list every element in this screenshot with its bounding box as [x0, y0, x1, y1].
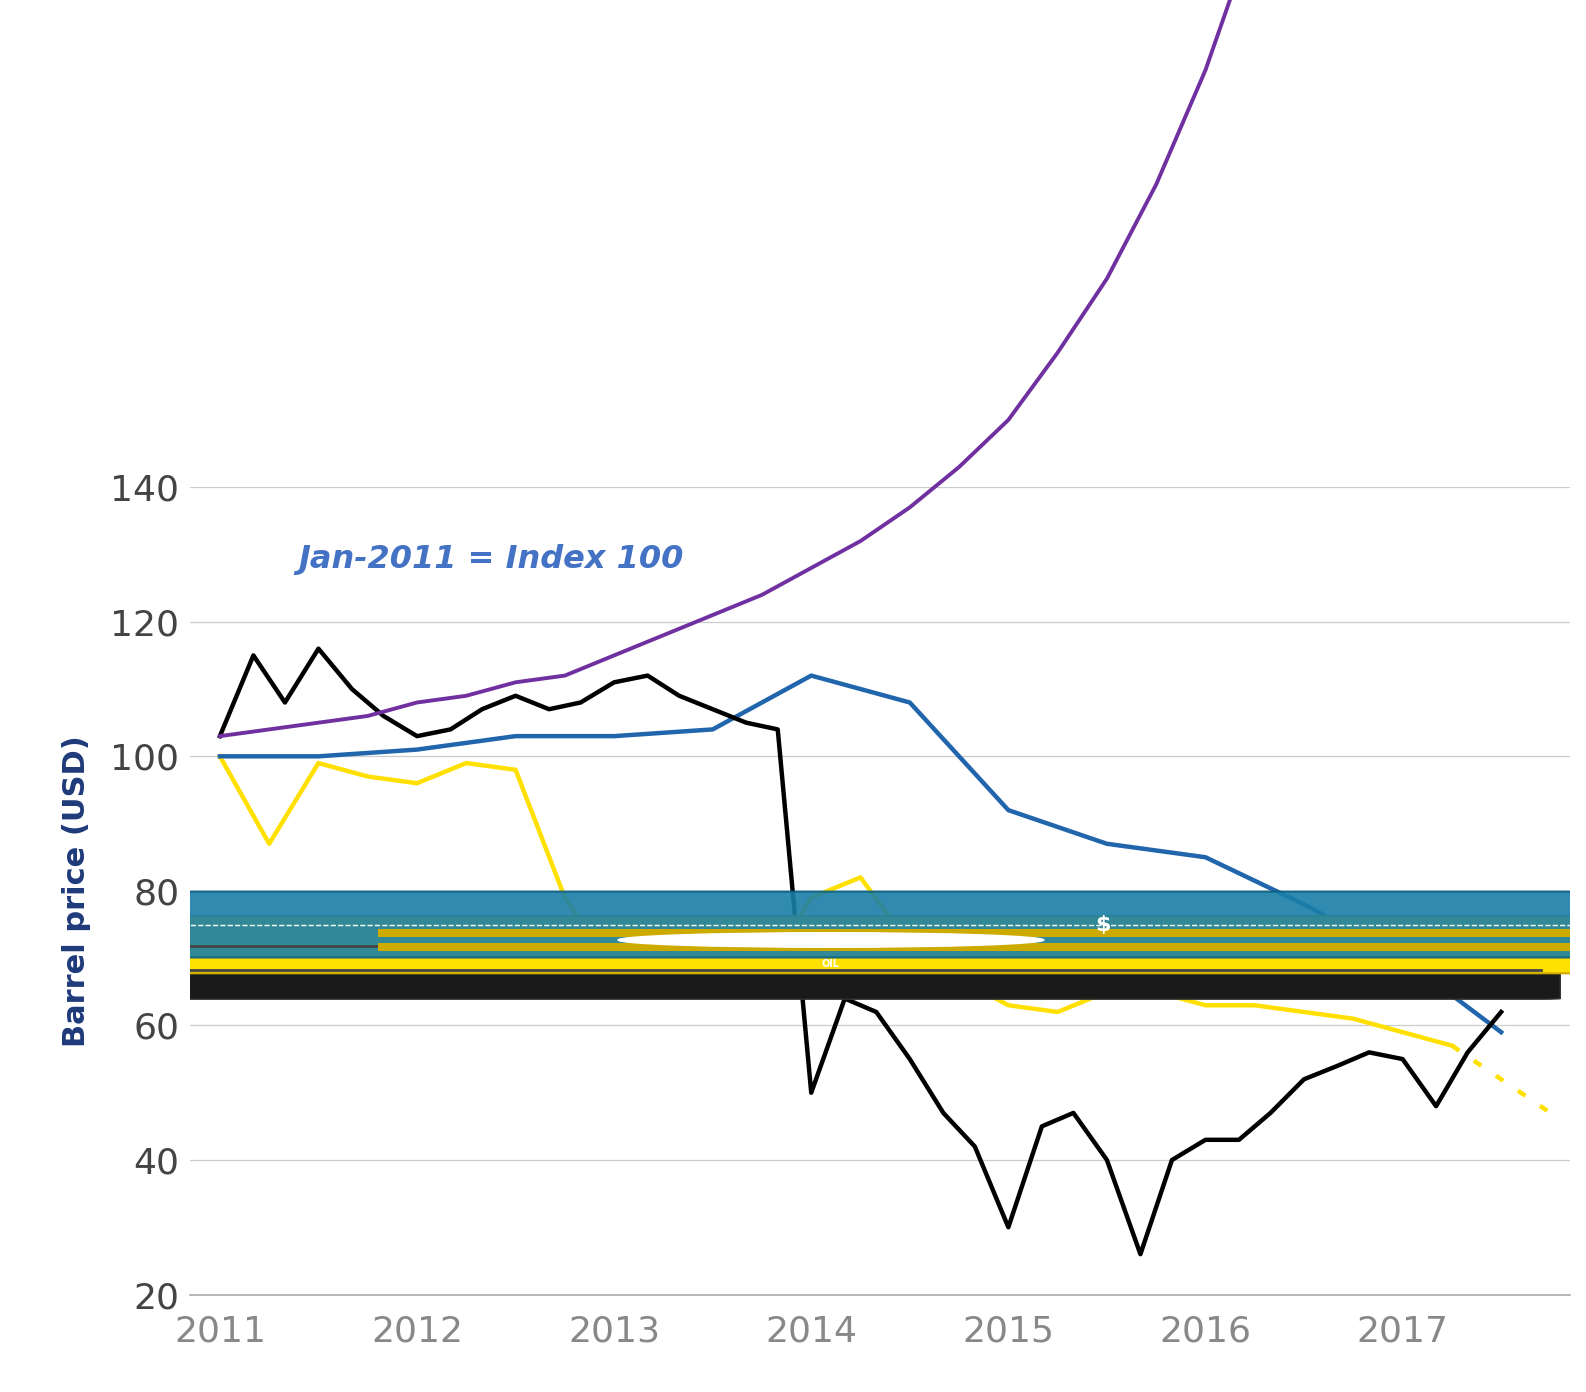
FancyBboxPatch shape: [102, 917, 1561, 999]
Bar: [0, 36, 190, 84]
Text: OIL: OIL: [822, 959, 841, 969]
Bar: [377, 930, 1586, 937]
FancyBboxPatch shape: [0, 891, 1586, 958]
Bar: [1212, 26, 1488, 92]
Bar: [377, 944, 1586, 951]
Bar: [0, 0, 190, 36]
Text: $: $: [1096, 915, 1110, 934]
Circle shape: [619, 933, 1044, 948]
Y-axis label: Barrel price (USD): Barrel price (USD): [62, 735, 90, 1047]
Text: Jan-2011 = Index 100: Jan-2011 = Index 100: [298, 544, 684, 575]
FancyBboxPatch shape: [71, 916, 1586, 973]
Bar: [825, 0, 1515, 26]
Bar: [825, 26, 1101, 92]
